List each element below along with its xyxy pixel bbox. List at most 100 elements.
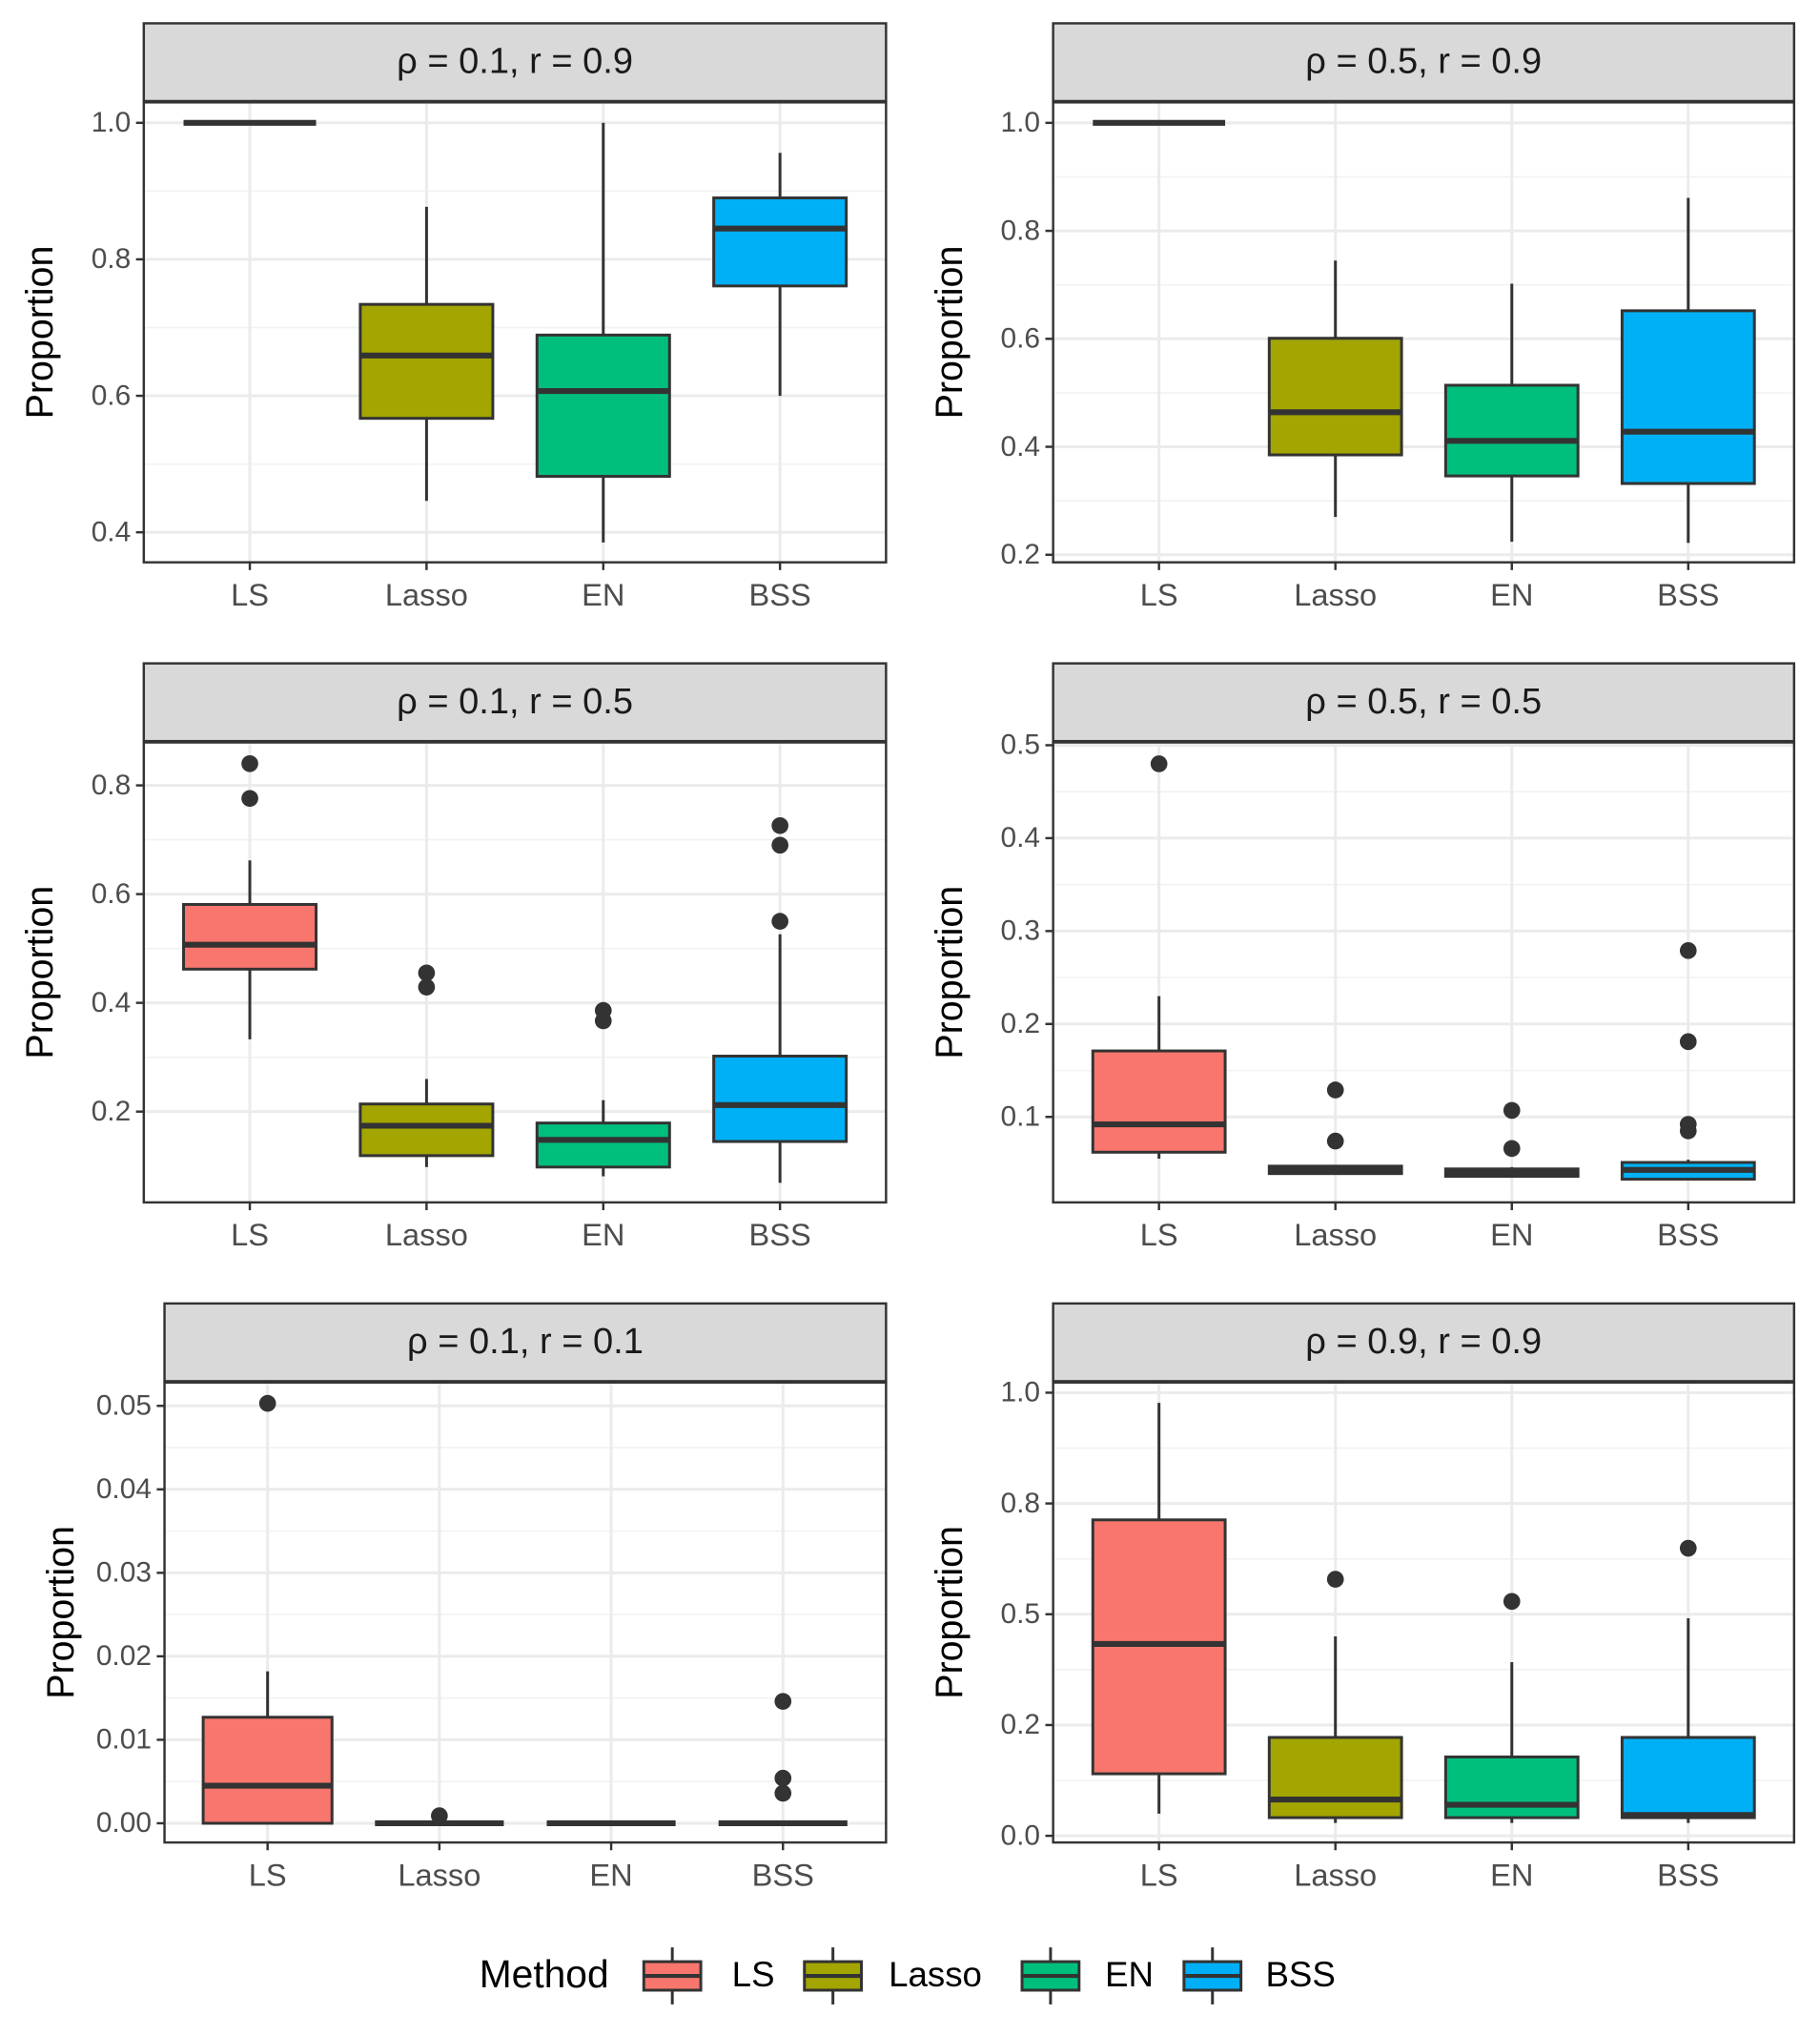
y-tick-label: 0.4 [92, 516, 132, 547]
box [1620, 1736, 1756, 1819]
y-axis-title: Proportion [40, 1526, 82, 1699]
y-tick-label: 0.4 [1001, 431, 1041, 462]
x-tick-label: LS [1140, 1217, 1178, 1252]
y-tick-label: 0.4 [92, 987, 132, 1018]
y-tick-label: 0.6 [92, 380, 132, 411]
panel: 0.1 0.2 0.3 0.4 0.5 LS Lasso EN BSS ρ = 0.5, r = … [929, 662, 1796, 1252]
panel: 0.2 0.4 0.6 0.8 LS Lasso EN BSS ρ = 0.1, r = 0.5… [19, 662, 888, 1252]
strip [142, 662, 888, 743]
box [1267, 1736, 1403, 1819]
box [1267, 337, 1403, 457]
x-tick-label: BSS [1657, 1857, 1719, 1892]
outlier [1679, 1122, 1697, 1140]
outlier [774, 1693, 792, 1710]
y-axis-title: Proportion [929, 1526, 971, 1699]
x-tick-label: EN [582, 1217, 624, 1252]
panel-border [1052, 1381, 1796, 1844]
legend-label: Lasso [889, 1955, 982, 1994]
y-tick-label: 0.01 [96, 1724, 152, 1756]
panel-border [163, 1381, 888, 1844]
outlier [1503, 1593, 1521, 1611]
y-tick-label: 0.6 [1001, 323, 1041, 355]
y-tick-label: 0.2 [92, 1096, 132, 1127]
outlier [431, 1807, 448, 1824]
strip-title: ρ = 0.1, r = 0.9 [397, 42, 633, 82]
y-tick-label: 0.2 [1001, 1709, 1041, 1740]
box [1443, 383, 1580, 478]
outlier [258, 1394, 276, 1412]
panel: 0.2 0.4 0.6 0.8 1.0 LS Lasso EN BSS ρ = 0.5, r = … [929, 22, 1796, 612]
y-tick-label: 0.8 [1001, 215, 1041, 246]
x-tick-label: LS [231, 577, 269, 612]
x-tick-label: EN [1490, 577, 1533, 612]
x-tick-label: Lasso [1294, 1217, 1377, 1252]
y-tick-label: 0.6 [92, 878, 132, 910]
x-tick-label: LS [231, 1217, 269, 1252]
outlier [774, 1784, 792, 1802]
outlier [1679, 1539, 1697, 1557]
legend-label: LS [732, 1955, 775, 1994]
x-tick-label: LS [1140, 1857, 1178, 1892]
panel: 0.00 0.01 0.02 0.03 0.04 0.05 LS Lasso EN BSS ρ = … [40, 1302, 888, 1892]
x-tick-label: Lasso [398, 1857, 481, 1892]
box [712, 196, 849, 288]
legend-label: BSS [1265, 1955, 1335, 1994]
y-tick-label: 0.2 [1001, 539, 1041, 570]
y-tick-label: 0.05 [96, 1390, 152, 1422]
outlier [1503, 1101, 1521, 1120]
x-tick-label: EN [1490, 1217, 1533, 1252]
strip [163, 1302, 888, 1383]
x-tick-label: LS [1140, 577, 1178, 612]
legend: Method LS Lasso EN BSS [480, 1947, 1336, 2004]
y-tick-label: 1.0 [1001, 107, 1041, 138]
x-tick-label: EN [582, 577, 624, 612]
x-tick-label: Lasso [385, 1217, 468, 1252]
x-tick-label: BSS [1657, 1217, 1719, 1252]
strip-title: ρ = 0.1, r = 0.1 [407, 1322, 644, 1362]
x-tick-label: Lasso [385, 577, 468, 612]
outlier [418, 978, 436, 996]
x-tick-label: BSS [749, 1217, 811, 1252]
x-tick-label: EN [1490, 1857, 1533, 1892]
y-axis-title: Proportion [929, 246, 971, 420]
box [1091, 1049, 1227, 1154]
y-tick-label: 0.04 [96, 1473, 152, 1505]
y-tick-label: 0.3 [1001, 915, 1041, 947]
legend-label: EN [1105, 1955, 1154, 1994]
panel-border [142, 101, 888, 564]
outlier [1679, 941, 1697, 959]
x-tick-label: BSS [1657, 577, 1719, 612]
panel: 0.0 0.2 0.5 0.8 1.0 LS Lasso EN BSS ρ = 0.9, r = … [929, 1302, 1796, 1892]
outlier [594, 1012, 612, 1030]
y-tick-label: 0.5 [1001, 1598, 1041, 1630]
x-tick-label: BSS [752, 1857, 814, 1892]
y-axis-title: Proportion [19, 246, 61, 420]
outlier [771, 836, 788, 854]
y-tick-label: 0.4 [1001, 822, 1041, 853]
outlier [1326, 1081, 1344, 1099]
y-tick-label: 1.0 [92, 107, 132, 138]
y-tick-label: 0.02 [96, 1640, 152, 1672]
strip-title: ρ = 0.5, r = 0.9 [1305, 42, 1542, 82]
outlier [1503, 1140, 1521, 1158]
outlier [771, 913, 788, 930]
y-tick-label: 0.2 [1001, 1008, 1041, 1039]
y-tick-label: 0.00 [96, 1807, 152, 1839]
y-tick-label: 0.03 [96, 1557, 152, 1589]
box [535, 333, 671, 479]
panel-background [143, 102, 887, 563]
box [182, 902, 318, 971]
panel: 0.4 0.6 0.8 1.0 LS Lasso EN BSS ρ = 0.1, r = 0.9… [19, 22, 888, 612]
x-tick-label: BSS [749, 577, 811, 612]
box [201, 1716, 334, 1825]
x-tick-label: Lasso [1294, 1857, 1377, 1892]
box [1620, 309, 1756, 485]
outlier [1326, 1571, 1344, 1588]
y-axis-title: Proportion [929, 886, 971, 1059]
strip-title: ρ = 0.9, r = 0.9 [1305, 1322, 1542, 1362]
box [1443, 1755, 1580, 1819]
panel-border [142, 741, 888, 1204]
y-tick-label: 0.8 [1001, 1488, 1041, 1519]
strip [142, 22, 888, 103]
